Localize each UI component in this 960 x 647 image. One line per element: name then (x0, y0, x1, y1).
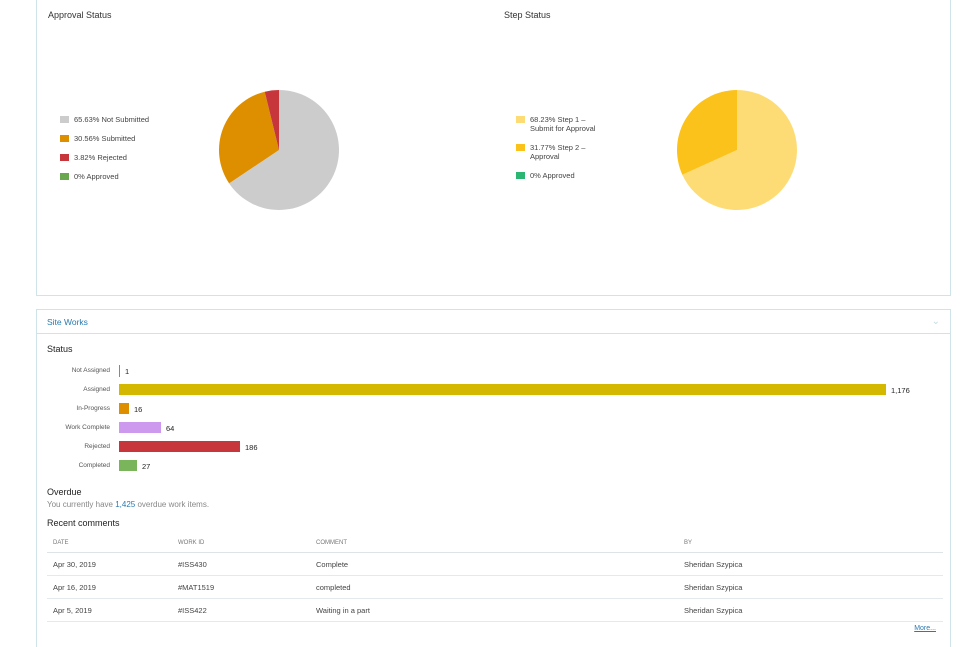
bar-label: Not Assigned (71, 367, 110, 374)
legend-swatch (516, 172, 525, 179)
legend-label: 0% Approved (74, 172, 119, 181)
cell-date: Apr 16, 2019 (47, 575, 172, 599)
status-bar[interactable] (119, 403, 129, 414)
bar-label: Completed (78, 462, 110, 469)
column-header-work-id: WORK ID (172, 535, 310, 553)
step-status-pie (677, 90, 797, 210)
site-works-panel: Site Works ⌄ Status Not Assigned 1 Assigne… (36, 309, 951, 647)
cell-date: Apr 30, 2019 (47, 552, 172, 576)
table-row[interactable]: Apr 30, 2019 #ISS430 Complete Sheridan S… (47, 552, 943, 576)
overdue-text: You currently have 1,425 overdue work it… (47, 500, 209, 509)
bar-label: In-Progress (76, 405, 110, 412)
approval-legend-item[interactable]: 0% Approved (60, 172, 149, 181)
legend-label: 3.82% Rejected (74, 153, 127, 162)
status-bar[interactable] (119, 460, 137, 471)
overdue-prefix: You currently have (47, 500, 116, 509)
bar-value: 16 (134, 405, 143, 414)
cell-work-id: #ISS422 (172, 598, 310, 622)
step-pie-slice[interactable] (677, 90, 737, 175)
step-legend-item[interactable]: 31.77% Step 2 – Approval (516, 143, 595, 161)
approval-legend-item[interactable]: 65.63% Not Submitted (60, 115, 149, 124)
bar-label: Rejected (84, 443, 110, 450)
step-legend: 68.23% Step 1 – Submit for Approval 31.77… (516, 115, 595, 190)
column-header-comment: COMMENT (310, 535, 678, 553)
approval-status-pie (218, 90, 339, 210)
more-link[interactable]: More... (914, 625, 936, 632)
column-header-date: DATE (47, 535, 172, 553)
approval-legend: 65.63% Not Submitted 30.56% Submitted 3.82… (60, 115, 149, 191)
status-bar[interactable] (119, 422, 161, 433)
status-label: Status (47, 344, 73, 354)
legend-label: 68.23% Step 1 – Submit for Approval (530, 115, 596, 133)
legend-swatch (516, 144, 525, 151)
bar-value: 1,176 (891, 386, 910, 395)
approval-status-title: Approval Status (48, 10, 112, 20)
approval-pie-slice[interactable] (264, 90, 279, 150)
legend-label: 65.63% Not Submitted (74, 115, 150, 124)
table-header-row: DATE WORK ID COMMENT BY (47, 535, 943, 553)
legend-label: 31.77% Step 2 – Approval (530, 143, 586, 161)
bar-value: 27 (142, 462, 151, 471)
step-legend-item[interactable]: 0% Approved (516, 171, 595, 180)
step-status-title: Step Status (504, 10, 551, 20)
cell-date: Apr 5, 2019 (47, 598, 172, 622)
legend-swatch (60, 173, 69, 180)
approval-legend-item[interactable]: 30.56% Submitted (60, 134, 149, 143)
bar-label: Work Complete (65, 424, 110, 431)
status-bar[interactable] (119, 441, 240, 452)
recent-comments-label: Recent comments (47, 518, 120, 528)
overdue-label: Overdue (47, 487, 82, 497)
approval-pie-slice[interactable] (229, 90, 339, 210)
legend-label: 0% Approved (530, 171, 575, 180)
recent-comments-table: DATE WORK ID COMMENT BY Apr 30, 2019 #IS… (47, 535, 943, 622)
step-pie-slice[interactable] (682, 90, 797, 210)
legend-label: 30.56% Submitted (74, 134, 136, 143)
status-bar[interactable] (119, 384, 886, 395)
site-works-title: Site Works (47, 316, 88, 327)
status-charts-panel: Approval Status 65.63% Not Submitted 30.5… (36, 0, 951, 296)
cell-comment: completed (310, 575, 678, 599)
overdue-suffix: overdue work items. (135, 500, 210, 509)
bar-label: Assigned (83, 386, 110, 393)
status-bar[interactable] (119, 365, 120, 377)
bar-value: 186 (245, 443, 258, 452)
bar-value: 1 (125, 367, 130, 376)
cell-comment: Waiting in a part (310, 598, 678, 622)
legend-swatch (516, 116, 525, 123)
chevron-down-icon[interactable]: ⌄ (931, 316, 940, 327)
overdue-count-link[interactable]: 1,425 (115, 500, 136, 509)
table-row[interactable]: Apr 16, 2019 #MAT1519 completed Sheridan… (47, 575, 943, 599)
cell-by: Sheridan Szypica (678, 575, 943, 599)
legend-swatch (60, 135, 69, 142)
table-row[interactable]: Apr 5, 2019 #ISS422 Waiting in a part Sh… (47, 598, 943, 622)
step-legend-item[interactable]: 68.23% Step 1 – Submit for Approval (516, 115, 595, 133)
site-works-header[interactable]: Site Works ⌄ (37, 310, 950, 334)
cell-by: Sheridan Szypica (678, 552, 943, 576)
cell-by: Sheridan Szypica (678, 598, 943, 622)
cell-work-id: #MAT1519 (172, 575, 310, 599)
legend-swatch (60, 116, 69, 123)
bar-value: 64 (166, 424, 175, 433)
cell-work-id: #ISS430 (172, 552, 310, 576)
approval-pie-slice[interactable] (218, 91, 279, 184)
legend-swatch (60, 154, 69, 161)
cell-comment: Complete (310, 552, 678, 576)
approval-legend-item[interactable]: 3.82% Rejected (60, 153, 149, 162)
column-header-by: BY (678, 535, 943, 553)
